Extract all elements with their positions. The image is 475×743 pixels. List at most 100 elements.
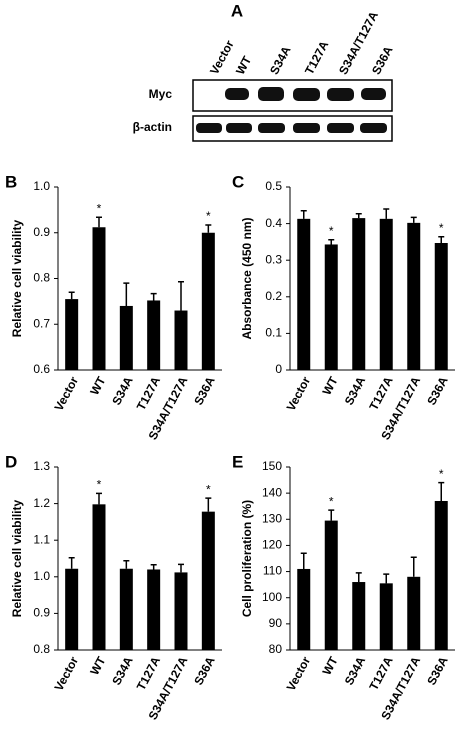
bar bbox=[297, 568, 311, 650]
significance-mark: * bbox=[97, 201, 102, 215]
y-axis-label: Cell proliferation (%) bbox=[240, 500, 254, 617]
error-bar bbox=[300, 552, 307, 569]
blot-myc bbox=[192, 79, 393, 112]
y-tick-label: 0.7 bbox=[33, 316, 50, 330]
error-bar bbox=[68, 557, 75, 569]
y-tick-label: 1.3 bbox=[33, 459, 50, 473]
y-axis-label: Relative cell viability bbox=[10, 219, 24, 337]
y-tick-label: 0.9 bbox=[33, 606, 50, 620]
error-bar bbox=[178, 280, 184, 311]
error-bar bbox=[410, 216, 417, 223]
x-tick-label: S34A bbox=[109, 374, 136, 407]
y-tick-label: 100 bbox=[262, 590, 282, 604]
y-tick-label: 0 bbox=[275, 362, 282, 376]
y-tick-label: 1.1 bbox=[33, 532, 50, 546]
error-bar bbox=[150, 563, 157, 570]
error-bar bbox=[438, 236, 445, 243]
x-tick-label: T127A bbox=[134, 374, 163, 413]
y-tick-label: 0.6 bbox=[33, 362, 50, 376]
bar bbox=[379, 218, 393, 370]
bar bbox=[434, 242, 448, 370]
x-tick-label: S36A bbox=[191, 374, 218, 407]
panel-letter: A bbox=[231, 1, 243, 20]
panel-letter: D bbox=[5, 452, 17, 471]
error-bar bbox=[355, 572, 362, 583]
error-bar bbox=[123, 282, 130, 306]
x-tick-label: Vector bbox=[284, 654, 314, 693]
blot-actin bbox=[192, 115, 393, 142]
x-tick-label: S36A bbox=[424, 374, 451, 407]
error-bar bbox=[300, 210, 307, 219]
panel-letter: C bbox=[232, 172, 244, 191]
error-bar bbox=[178, 563, 184, 573]
lane-label: S34A bbox=[267, 44, 294, 77]
bar bbox=[352, 582, 366, 650]
bar bbox=[92, 504, 106, 650]
y-tick-label: 1.2 bbox=[33, 496, 50, 510]
error-bar bbox=[410, 556, 417, 577]
x-tick-label: S34A bbox=[342, 654, 369, 687]
bar bbox=[434, 500, 448, 650]
row-label: Myc bbox=[149, 87, 173, 101]
bar bbox=[297, 218, 311, 370]
y-tick-label: 110 bbox=[263, 564, 282, 578]
error-bar bbox=[68, 291, 75, 300]
bar bbox=[407, 576, 421, 650]
significance-mark: * bbox=[206, 482, 211, 496]
x-tick-label: T127A bbox=[134, 654, 163, 693]
bar bbox=[379, 583, 393, 650]
significance-mark: * bbox=[206, 209, 211, 223]
y-axis-label: Relative cell viability bbox=[10, 499, 24, 617]
x-tick-label: Vector bbox=[52, 654, 82, 693]
y-tick-label: 0.9 bbox=[33, 225, 50, 239]
y-tick-label: 0.8 bbox=[33, 271, 50, 285]
error-bar bbox=[328, 509, 335, 521]
x-tick-label: Vector bbox=[284, 374, 314, 413]
significance-mark: * bbox=[97, 478, 102, 492]
bar bbox=[407, 222, 421, 370]
y-tick-label: 0.2 bbox=[265, 289, 282, 303]
bar bbox=[92, 227, 106, 370]
lane-label: WT bbox=[233, 53, 254, 77]
x-tick-label: T127A bbox=[366, 654, 395, 693]
y-tick-label: 0.5 bbox=[265, 179, 282, 193]
bar bbox=[147, 300, 161, 370]
bar bbox=[147, 569, 161, 650]
y-tick-label: 0.8 bbox=[33, 642, 50, 656]
error-bar bbox=[383, 208, 390, 219]
x-tick-label: S34A bbox=[342, 374, 369, 407]
lane-label: T127A bbox=[302, 38, 331, 77]
x-tick-label: S36A bbox=[424, 654, 451, 687]
significance-mark: * bbox=[329, 494, 334, 508]
error-bar bbox=[96, 492, 102, 505]
x-tick-label: Vector bbox=[52, 374, 82, 413]
significance-mark: * bbox=[439, 467, 444, 481]
error-bar bbox=[438, 481, 445, 501]
y-tick-label: 150 bbox=[262, 459, 282, 473]
bar bbox=[65, 568, 79, 650]
y-tick-label: 1.0 bbox=[33, 179, 50, 193]
y-axis-label: Absorbance (450 nm) bbox=[240, 217, 254, 339]
bar bbox=[119, 568, 133, 650]
significance-mark: * bbox=[329, 224, 334, 238]
significance-mark: * bbox=[439, 221, 444, 235]
bar bbox=[174, 572, 188, 650]
y-tick-label: 80 bbox=[269, 642, 283, 656]
y-tick-label: 0.4 bbox=[265, 216, 282, 230]
error-bar bbox=[150, 292, 157, 301]
bar bbox=[174, 310, 188, 370]
bar bbox=[65, 299, 79, 370]
x-tick-label: WT bbox=[87, 654, 108, 678]
y-tick-label: 0.3 bbox=[265, 252, 282, 266]
panel-letter: B bbox=[5, 172, 17, 191]
y-tick-label: 120 bbox=[262, 538, 282, 552]
bar bbox=[324, 244, 338, 370]
error-bar bbox=[328, 238, 335, 245]
error-bar bbox=[96, 216, 102, 228]
bar bbox=[119, 305, 133, 370]
x-tick-label: S34A bbox=[109, 654, 136, 687]
bar bbox=[324, 520, 338, 650]
x-tick-label: S36A bbox=[191, 654, 218, 687]
error-bar bbox=[205, 497, 212, 512]
